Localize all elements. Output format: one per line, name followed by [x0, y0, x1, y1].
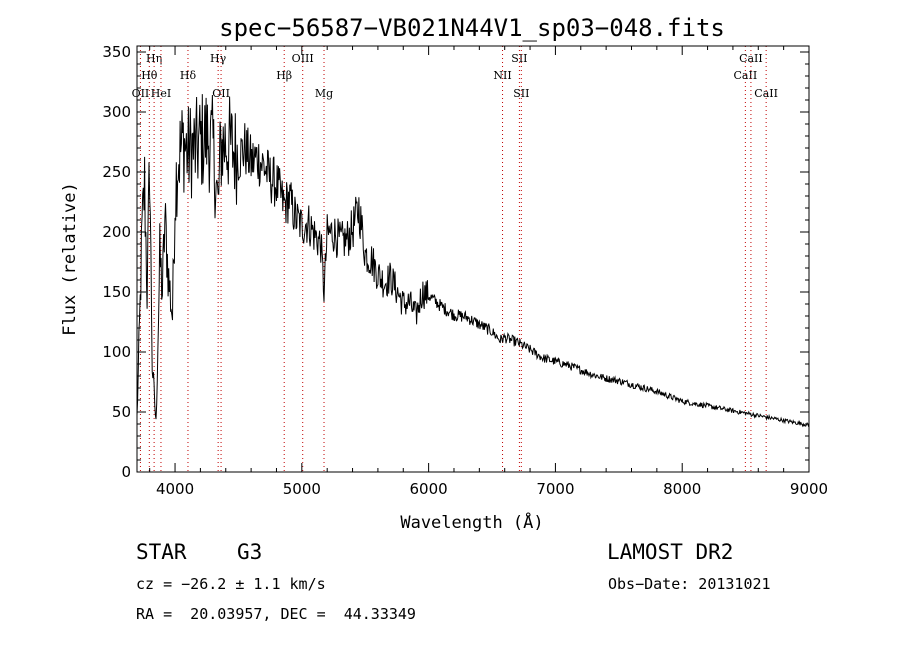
spectral-line-label: Hη: [146, 52, 162, 65]
x-tick-label: 5000: [283, 480, 321, 498]
spectral-line-label: Hβ: [276, 69, 292, 82]
redshift-velocity: cz = −26.2 ± 1.1 km/s: [136, 575, 326, 593]
y-tick-label: 350: [102, 43, 131, 61]
y-tick-label: 100: [102, 343, 131, 361]
spectral-line-label: SII: [513, 87, 529, 100]
x-axis-label: Wavelength (Å): [400, 511, 543, 533]
plot-frame: [136, 45, 810, 473]
x-tick-label: 6000: [410, 480, 448, 498]
spectral-line-label: Mg: [315, 87, 333, 100]
spectral-line-label: HeI: [151, 87, 171, 100]
spectral-line-label: CaII: [739, 52, 763, 65]
y-tick-label: 150: [102, 283, 131, 301]
y-axis-label: Flux (relative): [60, 182, 80, 336]
spectral-line-label: Hθ: [141, 69, 158, 82]
y-tick-label: 0: [121, 463, 131, 481]
x-tick-label: 9000: [790, 480, 828, 498]
y-tick-label: 200: [102, 223, 131, 241]
spectrum-line: [136, 94, 810, 428]
chart-title: spec−56587−VB021N44V1_sp03−048.fits: [219, 14, 725, 42]
x-tick-label: 8000: [663, 480, 701, 498]
spectral-line-label: CaII: [734, 69, 758, 82]
y-tick-label: 250: [102, 163, 131, 181]
spectral-line-label: OII: [212, 87, 230, 100]
observation-date: Obs−Date: 20131021: [608, 575, 771, 593]
axes-layer: 4000 5000 6000 7000 8000 9000 0 50 100 150 200 250 3…: [102, 43, 828, 498]
spectral-line-label: NII: [493, 69, 511, 82]
x-tick-label: 4000: [156, 480, 194, 498]
spectrum-layer: [136, 94, 810, 428]
x-tick-label: 7000: [536, 480, 574, 498]
spectral-line-label: CaII: [754, 87, 778, 100]
spectral-line-label: SII: [511, 52, 527, 65]
y-tick-label: 50: [112, 403, 131, 421]
spectral-line-label: Hγ: [210, 52, 227, 65]
spectral-line-label: OIII: [292, 52, 314, 65]
coordinates: RA = 20.03957, DEC = 44.33349: [136, 605, 416, 623]
spectral-line-label: Hδ: [180, 69, 197, 82]
survey-name: LAMOST DR2: [607, 540, 734, 564]
object-class: STAR: [136, 540, 187, 564]
spectral-line-label: OII: [132, 87, 150, 100]
y-tick-label: 300: [102, 103, 131, 121]
subclass: G3: [237, 540, 263, 564]
